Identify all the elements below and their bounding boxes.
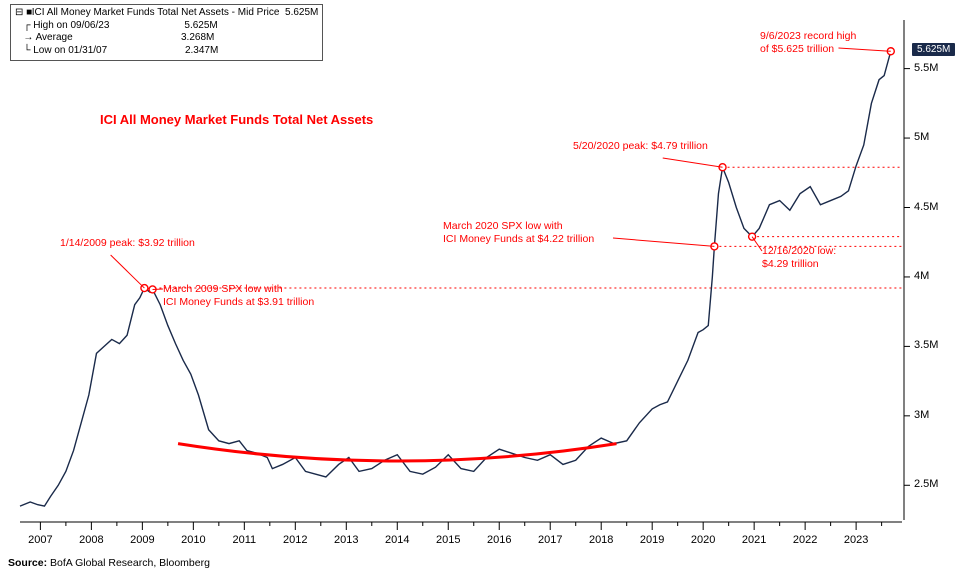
x-tick-label: 2015 <box>436 534 460 546</box>
x-tick-label: 2007 <box>28 534 52 546</box>
chart-svg <box>0 0 960 575</box>
y-tick-label: 4.5M <box>914 201 938 213</box>
source-line: Source: BofA Global Research, Bloomberg <box>8 557 210 569</box>
x-tick-label: 2023 <box>844 534 868 546</box>
x-tick-label: 2022 <box>793 534 817 546</box>
annotation-spx-2020: March 2020 SPX low withICI Money Funds a… <box>443 220 594 245</box>
legend-box: ⊟ ■ ICI All Money Market Funds Total Net… <box>10 4 323 61</box>
x-tick-label: 2014 <box>385 534 409 546</box>
x-tick-label: 2009 <box>130 534 154 546</box>
legend-avg-value: 3.268M <box>181 32 214 43</box>
legend-low-value: 2.347M <box>185 45 218 56</box>
annotation-peak-2020: 5/20/2020 peak: $4.79 trillion <box>573 140 708 153</box>
legend-high-row: ┌ High on 09/06/23 5.625M <box>15 20 318 33</box>
y-tick-label: 4M <box>914 270 929 282</box>
x-tick-label: 2020 <box>691 534 715 546</box>
chart-title: ICI All Money Market Funds Total Net Ass… <box>100 112 373 127</box>
legend-title: ICI All Money Market Funds Total Net Ass… <box>32 7 280 18</box>
annotation-low-2020: 12/16/2020 low:$4.29 trillion <box>762 245 836 270</box>
y-tick-label: 3M <box>914 409 929 421</box>
y-tick-label: 3.5M <box>914 339 938 351</box>
legend-high-label: High on 09/06/23 <box>33 20 109 31</box>
legend-avg-row: → Average 3.268M <box>15 32 318 45</box>
x-tick-label: 2021 <box>742 534 766 546</box>
x-tick-label: 2018 <box>589 534 613 546</box>
legend-low-label: Low on 01/31/07 <box>33 45 107 56</box>
x-tick-label: 2013 <box>334 534 358 546</box>
legend-low-row: └ Low on 01/31/07 2.347M <box>15 45 318 58</box>
x-tick-label: 2016 <box>487 534 511 546</box>
legend-title-value: 5.625M <box>285 7 318 18</box>
y-tick-label: 2.5M <box>914 478 938 490</box>
annotation-high-2023: 9/6/2023 record highof $5.625 trillion <box>760 30 856 55</box>
legend-high-value: 5.625M <box>184 20 217 31</box>
y-tick-label: 5M <box>914 131 929 143</box>
annotation-peak-2009: 1/14/2009 peak: $3.92 trillion <box>60 237 195 250</box>
chart-container: ⊟ ■ ICI All Money Market Funds Total Net… <box>0 0 960 575</box>
last-price-flag: 5.625M <box>912 43 955 56</box>
x-tick-label: 2019 <box>640 534 664 546</box>
legend-title-row: ⊟ ■ ICI All Money Market Funds Total Net… <box>15 7 318 20</box>
x-tick-label: 2011 <box>232 534 256 546</box>
annotation-spx-2009: March 2009 SPX low withICI Money Funds a… <box>163 283 314 308</box>
y-tick-label: 5.5M <box>914 62 938 74</box>
x-tick-label: 2008 <box>79 534 103 546</box>
x-tick-label: 2012 <box>283 534 307 546</box>
source-label: Source: <box>8 557 47 569</box>
legend-avg-label: Average <box>36 32 73 43</box>
source-text: BofA Global Research, Bloomberg <box>50 557 210 569</box>
x-tick-label: 2017 <box>538 534 562 546</box>
x-tick-label: 2010 <box>181 534 205 546</box>
